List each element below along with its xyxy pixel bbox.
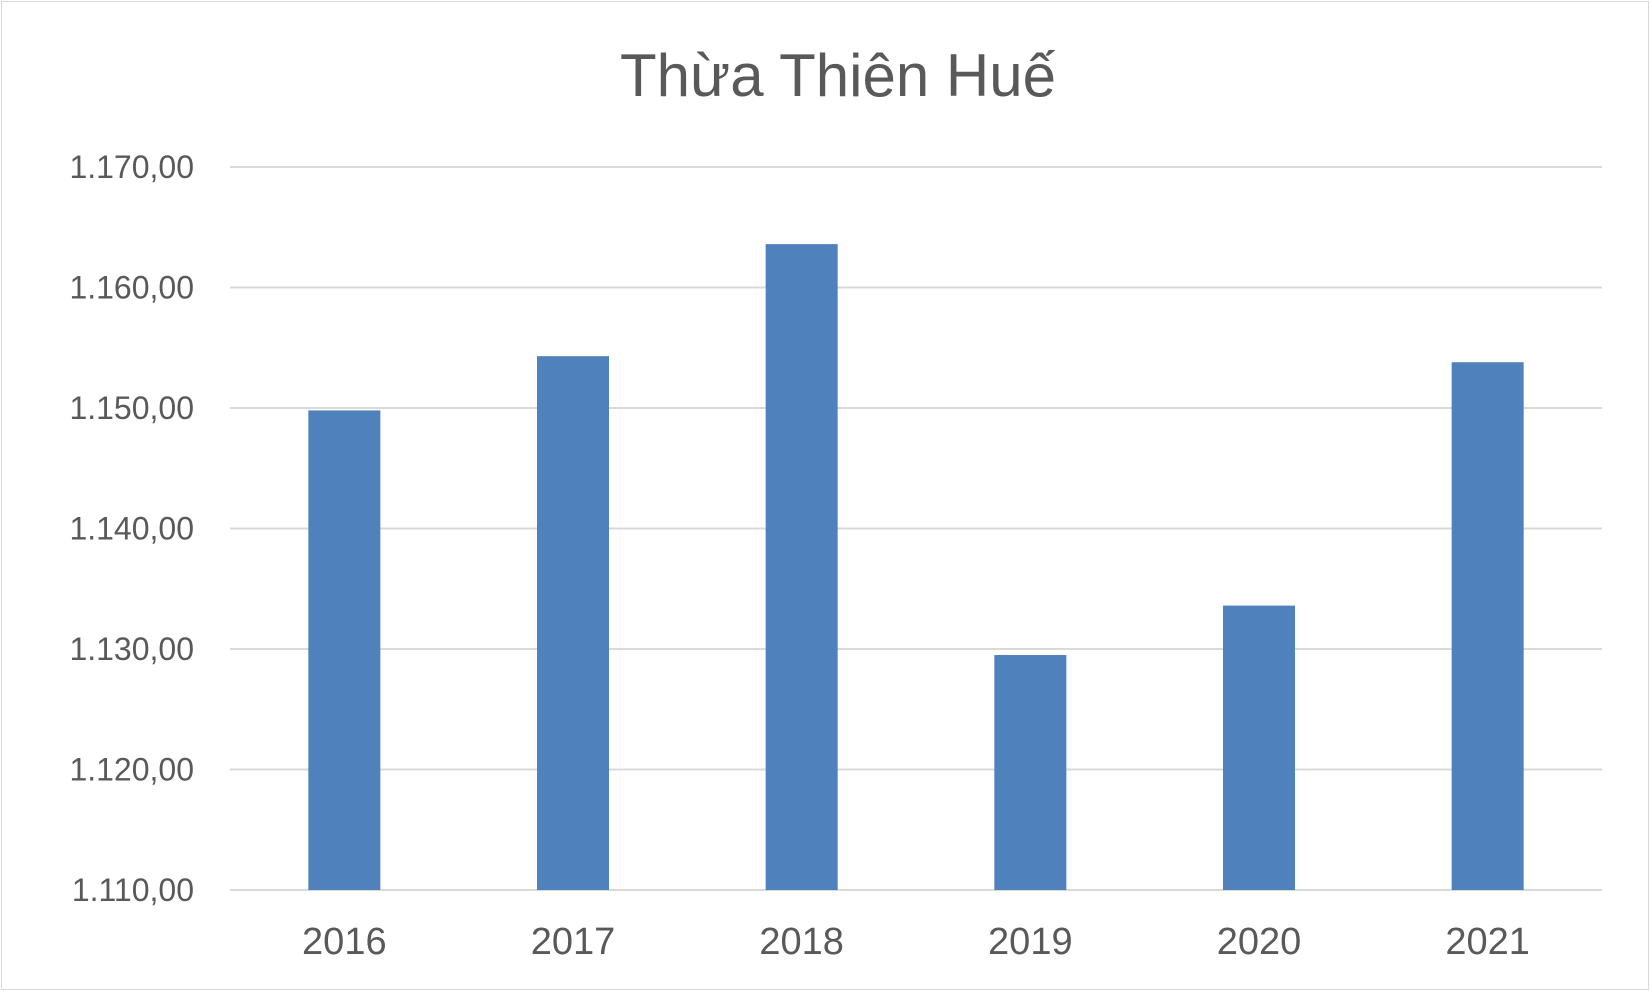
- x-tick-label: 2020: [1217, 921, 1302, 963]
- chart-title: Thừa Thiên Huế: [620, 42, 1056, 109]
- x-tick-label: 2019: [988, 921, 1073, 963]
- y-tick-label: 1.140,00: [69, 511, 194, 547]
- y-tick-label: 1.170,00: [69, 149, 194, 185]
- bar-2021: [1451, 362, 1524, 891]
- x-tick-label: 2016: [302, 921, 387, 963]
- y-tick-label: 1.160,00: [69, 270, 194, 306]
- bar-2020: [1223, 605, 1295, 890]
- y-axis-tick-labels: 1.110,00 1.120,00 1.130,00 1.140,00 1.150,00…: [69, 149, 194, 908]
- x-tick-label: 2021: [1445, 921, 1530, 963]
- bar-2019: [994, 655, 1067, 890]
- bars: [308, 244, 1524, 891]
- bar-2018: [765, 244, 838, 890]
- y-tick-label: 1.150,00: [69, 390, 194, 426]
- y-tick-label: 1.110,00: [72, 872, 194, 908]
- x-tick-label: 2018: [759, 921, 844, 963]
- y-tick-label: 1.130,00: [69, 631, 194, 667]
- bar-2017: [537, 356, 609, 890]
- gridlines: [230, 166, 1602, 891]
- y-tick-label: 1.120,00: [69, 752, 194, 788]
- x-axis-tick-labels: 2016 2017 2018 2019 2020 2021: [302, 921, 1530, 963]
- x-tick-label: 2017: [531, 921, 616, 963]
- bar-2016: [308, 410, 381, 890]
